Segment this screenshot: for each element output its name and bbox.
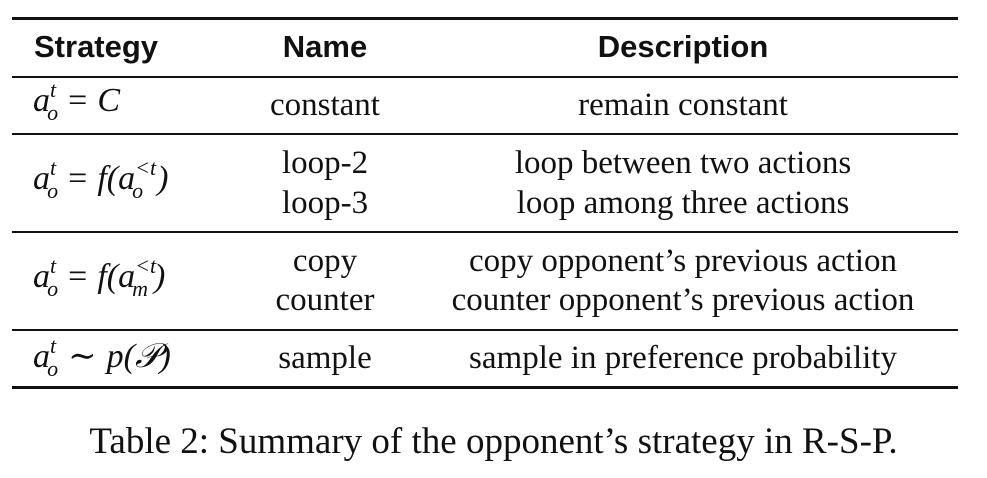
name-cell: sample [278,340,372,376]
description-cell: counter opponent’s previous action [451,282,915,318]
strategy-formula-constant: ato = C [33,77,120,125]
header-description: Description [597,29,769,64]
header-rule [12,76,958,78]
table-caption: Table 2: Summary of the opponent’s strat… [89,421,898,462]
header-name: Name [282,29,368,64]
name-cell: loop-3 [281,185,369,221]
row-rule [12,231,958,233]
description-cell: remain constant [578,87,788,123]
description-cell: copy opponent’s previous action [468,243,897,279]
strategy-formula-sample: ato ∼ p(𝒫) [33,333,171,381]
description-cell: sample in preference probability [469,340,897,376]
name-cell: copy [292,243,358,279]
name-cell: counter [275,282,375,318]
description-cell: loop between two actions [514,145,852,181]
header-strategy: Strategy [34,29,159,64]
name-cell: constant [270,87,380,123]
description-cell: loop among three actions [516,185,850,221]
row-rule [12,133,958,135]
strategy-formula-copy: ato = f(a<tm) [33,253,166,301]
bottom-rule [12,386,958,389]
row-rule [12,329,958,331]
strategy-formula-loop: ato = f(a<to) [33,155,169,203]
name-cell: loop-2 [281,145,369,181]
top-rule [12,17,958,20]
